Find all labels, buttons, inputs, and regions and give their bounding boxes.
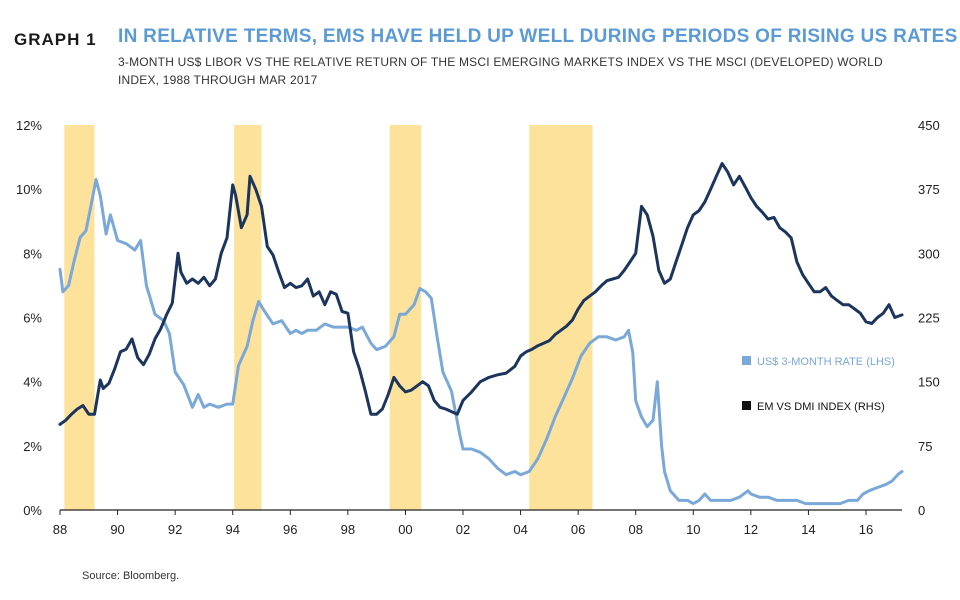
shaded-period-1 [234,125,262,510]
series-line-libor [58,178,904,506]
tick-labels: 88 90 92 94 96 98 00 02 04 06 08 10 12 14 16 0% 2% 4% 6% 8%… [16,118,940,537]
legend-swatch-libor [742,356,751,365]
chart-title: IN RELATIVE TERMS, EMS HAVE HELD UP WELL… [118,26,958,47]
shaded-period-0 [64,125,95,510]
axes [59,509,902,515]
source-note: Source: Bloomberg. [82,570,180,582]
shaded-periods [64,125,593,510]
y-left-tick-label: 12% [16,118,42,133]
y-right-tick-label: 375 [918,182,940,197]
y-left-tick-label: 10% [16,182,42,197]
x-tick-label: 08 [628,522,642,537]
y-left-tick-label: 0% [23,503,42,518]
x-tick-label: 90 [110,522,124,537]
y-right-tick-label: 75 [918,439,932,454]
x-tick-label: 94 [225,522,239,537]
shaded-period-3 [529,125,593,510]
legend-label-em-dmi: EM VS DMI INDEX (RHS) [757,401,885,413]
y-right-tick-label: 150 [918,375,940,390]
y-left-tick-label: 4% [23,375,42,390]
x-tick-label: 96 [283,522,297,537]
legend-label-libor: US$ 3-MONTH RATE (LHS) [757,356,895,368]
x-tick-label: 12 [744,522,758,537]
x-tick-label: 14 [801,522,815,537]
chart-subtitle: 3-MONTH US$ LIBOR VS THE RELATIVE RETURN… [118,55,883,87]
x-tick-label: 10 [686,522,700,537]
graph-label: GRAPH 1 [14,30,97,49]
shaded-period-2 [389,125,422,510]
y-right-tick-label: 0 [918,503,925,518]
x-tick-label: 16 [859,522,873,537]
x-tick-label: 92 [168,522,182,537]
x-tick-label: 98 [341,522,355,537]
legend: US$ 3-MONTH RATE (LHS) EM VS DMI INDEX (… [742,356,895,413]
series-lines [58,162,904,506]
chart: 88 90 92 94 96 98 00 02 04 06 08 10 12 14 16 0% 2% 4% 6% 8%… [16,118,940,537]
x-tick-label: 88 [53,522,67,537]
x-tick-label: 06 [571,522,585,537]
y-right-tick-label: 300 [918,246,940,261]
x-tick-label: 02 [456,522,470,537]
legend-swatch-em-dmi [742,401,751,410]
y-right-tick-label: 450 [918,118,940,133]
x-tick-label: 00 [398,522,412,537]
x-tick-label: 04 [513,522,527,537]
y-right-tick-label: 225 [918,311,940,326]
y-left-tick-label: 2% [23,439,42,454]
series-line-em-dmi [58,162,904,426]
y-left-tick-label: 8% [23,246,42,261]
y-left-tick-label: 6% [23,311,42,326]
